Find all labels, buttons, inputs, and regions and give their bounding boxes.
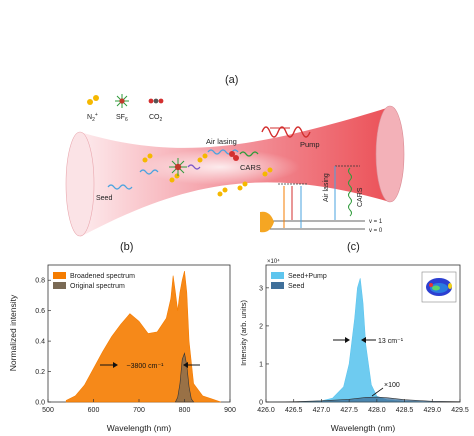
chart-b-legend: Broadened spectrum Original spectrum [53,272,135,290]
molecules-in-beam [142,153,273,197]
seed-wave [107,184,133,190]
legend-sf6: SF6 [116,114,128,123]
v0-label: v = 0 [369,228,383,234]
c-ytick-label: 1 [259,361,263,368]
c-xtick-label: 429.0 [424,407,442,414]
b-ytick-label: 0.4 [35,339,45,346]
legend-co2: CO2 [149,114,163,123]
pump-pulse [261,126,311,138]
c-xtick-label: 429.5 [451,407,469,414]
chart-c: 426.0 426.5 427.0 427.5 428.0 428.5 429.0 429.5… [239,258,469,433]
chart-b-ylabel: Normalized intensity [8,294,18,371]
c-series-1-area [265,396,461,403]
b-xtick-label: 600 [88,407,100,414]
legend-swatch-original [53,282,66,289]
chart-c-ylabel: Intensity (arb. units) [239,300,248,366]
c-ytick-label: 3 [259,285,263,292]
chart-b: 500 600 700 800 900 0.0 0.2 0.4 0.6 0.8 Waveleng… [8,264,236,433]
c-xtick-label: 427.5 [340,407,358,414]
panel-label-c: (c) [347,241,360,253]
c-xtick-label: 428.5 [396,407,414,414]
legend-original: Original spectrum [70,283,125,290]
cars-wave [239,151,259,157]
c-ytick-label: 0 [259,400,263,407]
c-xtick-label: 426.0 [257,407,275,414]
c-ytick-label: 2 [259,323,263,330]
b-series-0-area [65,271,221,403]
panel-label-b: (b) [120,241,134,253]
c-xtick-label: 428.0 [368,407,386,414]
legend-swatch-seed-pump [271,272,284,279]
cars-label: CARS [240,163,261,172]
sf6-icon [115,94,129,108]
b-xtick-label: 900 [224,407,236,414]
c-xtick-label: 427.0 [313,407,331,414]
seed-label: Seed [96,195,112,202]
energy-level-diagram [260,165,365,233]
scale-factor-label: ×100 [384,382,400,389]
beam-profile-inset [421,271,457,303]
legend-seed: Seed [288,283,304,290]
legend-n2: N2+ [87,112,98,123]
b-xtick-label: 700 [133,407,145,414]
legend-swatch-seed [271,282,284,289]
chart-c-xlabel: Wavelength (nm) [331,423,396,433]
c-xtick-label: 426.5 [285,407,303,414]
schematic-diagram: N2+ SF6 CO2 Seed Air lasing CARS [65,94,405,237]
b-xtick-label: 800 [179,407,191,414]
width-annotation [100,362,200,368]
air-lasing-vertical-label: Air lasing [323,173,330,202]
co2-icon [148,98,164,104]
chart-c-exponent: ×10⁴ [267,258,280,265]
sf6-molecule-in-beam [169,158,187,176]
chart-c-legend: Seed+Pump Seed [271,272,327,290]
pump-label: Pump [300,140,320,149]
beam-exit [375,105,405,203]
bandwidth-label: ~3800 cm⁻¹ [127,363,165,370]
legend-seed-pump: Seed+Pump [288,273,327,280]
b-ytick-label: 0.0 [35,400,45,407]
fwhm-annotation [333,337,376,343]
b-ytick-label: 0.8 [35,278,45,285]
n2-ion-icon [87,95,99,105]
cars-vertical-label: CARS [357,187,364,207]
b-ytick-label: 0.2 [35,369,45,376]
legend-swatch-broadened [53,272,66,279]
b-series-1-area [174,352,195,403]
v1-label: v = 1 [369,219,383,225]
fwhm-label: 13 cm⁻¹ [378,338,404,345]
chart-b-xlabel: Wavelength (nm) [107,423,172,433]
beam-entrance [65,131,95,237]
b-xtick-label: 500 [42,407,54,414]
b-ytick-label: 0.6 [35,308,45,315]
panel-label-a: (a) [225,74,239,86]
legend-broadened: Broadened spectrum [70,273,135,280]
air-lasing-label: Air lasing [206,137,237,146]
